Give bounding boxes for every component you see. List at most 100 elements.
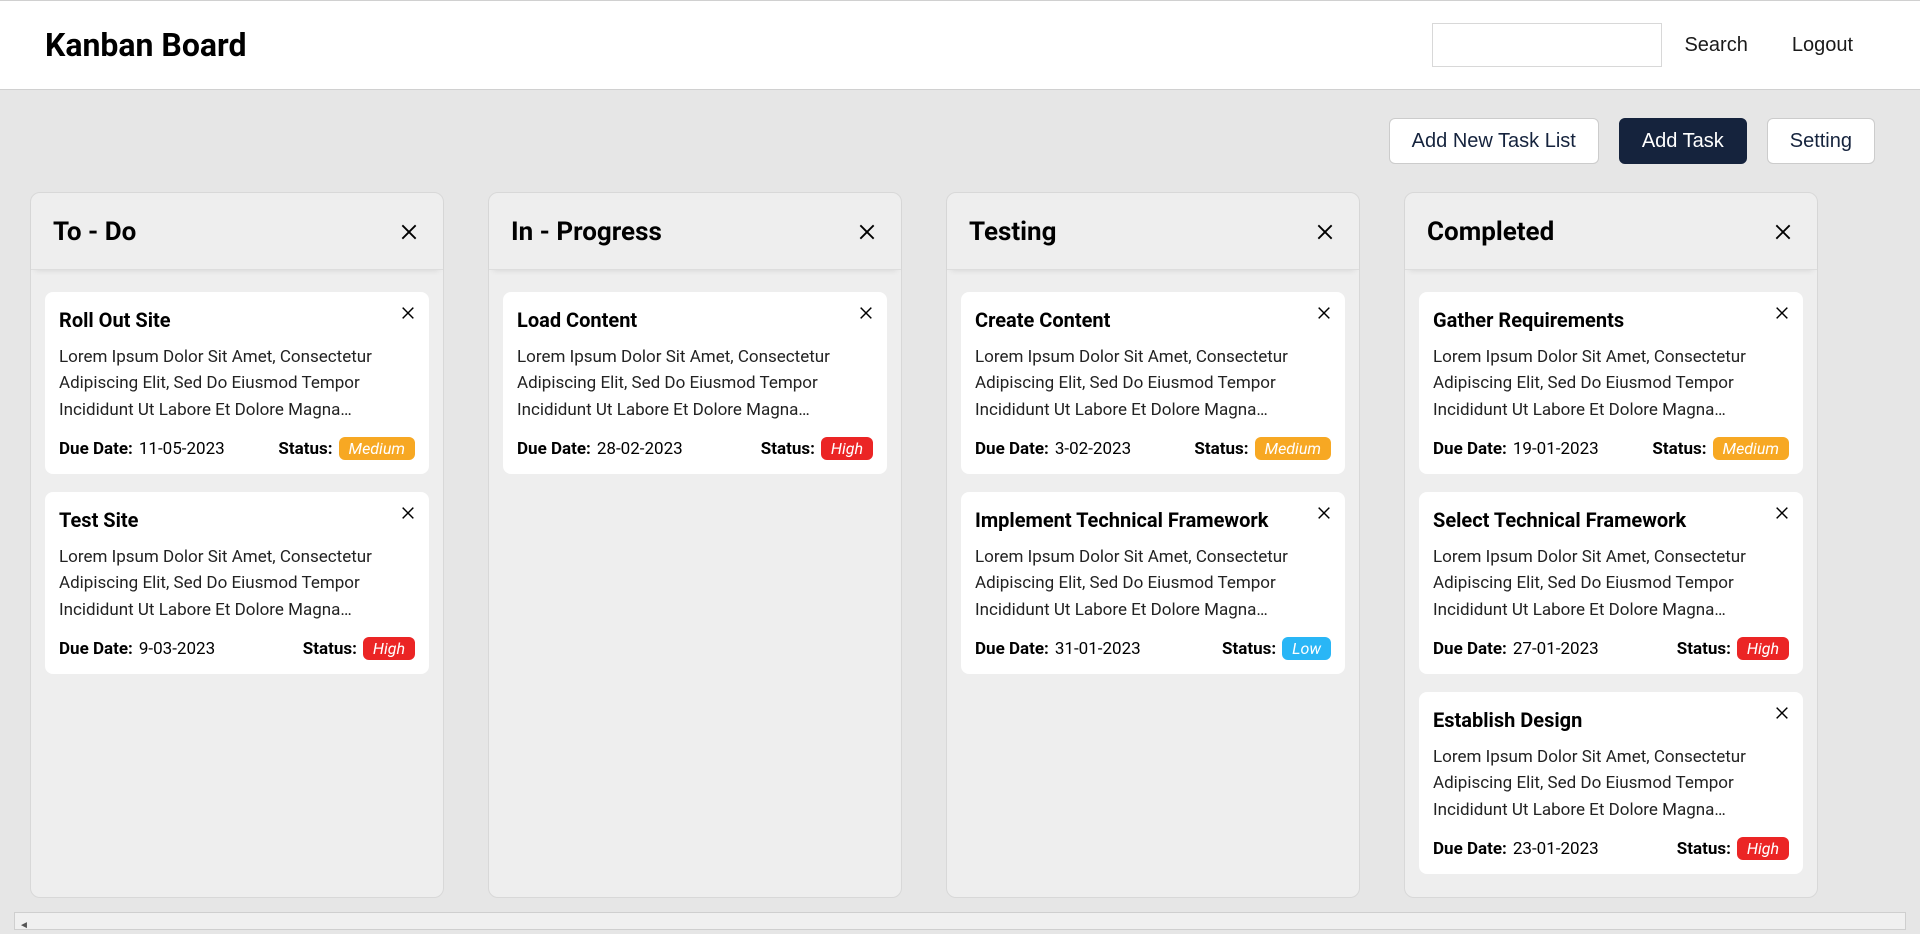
scroll-left-arrow-icon[interactable]: ◄ bbox=[15, 918, 33, 934]
status-label: Status: bbox=[1222, 639, 1276, 659]
status-badge: High bbox=[1737, 637, 1789, 660]
close-column-icon[interactable] bbox=[397, 220, 421, 244]
status-badge: Medium bbox=[1255, 437, 1331, 460]
due-date: Due Date: 9-03-2023 bbox=[59, 639, 215, 659]
search-button[interactable]: Search bbox=[1662, 23, 1769, 67]
due-date: Due Date: 23-01-2023 bbox=[1433, 839, 1599, 859]
status: Status: High bbox=[761, 437, 873, 460]
status-badge: High bbox=[363, 637, 415, 660]
due-date-value: 3-02-2023 bbox=[1055, 439, 1131, 459]
due-date-label: Due Date: bbox=[975, 639, 1049, 659]
card-title: Establish Design bbox=[1433, 708, 1789, 732]
due-date-value: 28-02-2023 bbox=[597, 439, 683, 459]
card-title: Gather Requirements bbox=[1433, 308, 1789, 332]
due-date-label: Due Date: bbox=[1433, 839, 1507, 859]
status-badge: Low bbox=[1282, 637, 1331, 660]
status-badge: High bbox=[821, 437, 873, 460]
close-card-icon[interactable] bbox=[1315, 504, 1333, 522]
due-date-label: Due Date: bbox=[975, 439, 1049, 459]
status-label: Status: bbox=[278, 439, 332, 459]
column-header: To - Do bbox=[31, 193, 443, 270]
card-footer: Due Date: 31-01-2023 Status: Low bbox=[975, 637, 1331, 660]
due-date-label: Due Date: bbox=[59, 439, 133, 459]
kanban-column: Completed Gather Requirements Lorem Ipsum … bbox=[1404, 192, 1818, 898]
search-input[interactable] bbox=[1432, 23, 1662, 67]
close-card-icon[interactable] bbox=[1315, 304, 1333, 322]
due-date-value: 11-05-2023 bbox=[139, 439, 225, 459]
task-card[interactable]: Create Content Lorem Ipsum Dolor Sit Amet… bbox=[961, 292, 1345, 474]
status-label: Status: bbox=[1677, 639, 1731, 659]
cards-container: Gather Requirements Lorem Ipsum Dolor Sit… bbox=[1405, 270, 1817, 896]
close-card-icon[interactable] bbox=[399, 304, 417, 322]
due-date-value: 9-03-2023 bbox=[139, 639, 215, 659]
card-description: Lorem Ipsum Dolor Sit Amet, Consectetur … bbox=[517, 344, 873, 423]
card-footer: Due Date: 19-01-2023 Status:Medium bbox=[1433, 437, 1789, 460]
card-footer: Due Date:27-01-2023Status:High bbox=[1433, 637, 1789, 660]
status-badge: Medium bbox=[1713, 437, 1789, 460]
column-header: Completed bbox=[1405, 193, 1817, 270]
card-description: Lorem Ipsum Dolor Sit Amet, Consectetur … bbox=[1433, 544, 1789, 623]
column-header: Testing bbox=[947, 193, 1359, 270]
task-card[interactable]: Roll Out SiteLorem Ipsum Dolor Sit Amet,… bbox=[45, 292, 429, 474]
task-card[interactable]: Load Content Lorem Ipsum Dolor Sit Amet, … bbox=[503, 292, 887, 474]
column-title: To - Do bbox=[53, 217, 136, 247]
card-title: Create Content bbox=[975, 308, 1331, 332]
column-title: Completed bbox=[1427, 217, 1554, 247]
card-title: Test Site bbox=[59, 508, 415, 532]
status-label: Status: bbox=[1677, 839, 1731, 859]
cards-container: Create Content Lorem Ipsum Dolor Sit Amet… bbox=[947, 270, 1359, 696]
logout-button[interactable]: Logout bbox=[1770, 23, 1875, 67]
kanban-column: To - Do Roll Out SiteLorem Ipsum Dolor Si… bbox=[30, 192, 444, 898]
header-actions: Search Logout bbox=[1432, 23, 1875, 67]
card-footer: Due Date: 3-02-2023 Status: Medium bbox=[975, 437, 1331, 460]
status-badge: Medium bbox=[339, 437, 415, 460]
task-card[interactable]: Implement Technical FrameworkLorem Ipsum… bbox=[961, 492, 1345, 674]
card-title: Roll Out Site bbox=[59, 308, 415, 332]
due-date-label: Due Date: bbox=[59, 639, 133, 659]
status: Status: Medium bbox=[278, 437, 415, 460]
card-description: Lorem Ipsum Dolor Sit Amet, Consectetur … bbox=[975, 344, 1331, 423]
close-column-icon[interactable] bbox=[1771, 220, 1795, 244]
add-new-task-list-button[interactable]: Add New Task List bbox=[1389, 118, 1599, 164]
setting-button[interactable]: Setting bbox=[1767, 118, 1875, 164]
card-footer: Due Date: 9-03-2023 Status:High bbox=[59, 637, 415, 660]
close-card-icon[interactable] bbox=[1773, 504, 1791, 522]
status-label: Status: bbox=[1194, 439, 1248, 459]
close-card-icon[interactable] bbox=[857, 304, 875, 322]
close-card-icon[interactable] bbox=[399, 504, 417, 522]
due-date-label: Due Date: bbox=[1433, 439, 1507, 459]
status: Status:Medium bbox=[1652, 437, 1789, 460]
card-title: Implement Technical Framework bbox=[975, 508, 1331, 532]
status-label: Status: bbox=[761, 439, 815, 459]
kanban-column: Testing Create Content Lorem Ipsum Dolor S… bbox=[946, 192, 1360, 898]
task-card[interactable]: Test SiteLorem Ipsum Dolor Sit Amet, Con… bbox=[45, 492, 429, 674]
app-header: Kanban Board Search Logout bbox=[0, 0, 1920, 90]
due-date-value: 19-01-2023 bbox=[1513, 439, 1599, 459]
card-title: Load Content bbox=[517, 308, 873, 332]
due-date: Due Date: 19-01-2023 bbox=[1433, 439, 1599, 459]
page-title: Kanban Board bbox=[45, 26, 246, 64]
column-title: Testing bbox=[969, 217, 1056, 247]
close-card-icon[interactable] bbox=[1773, 704, 1791, 722]
task-card[interactable]: Select Technical Framework Lorem Ipsum Do… bbox=[1419, 492, 1803, 674]
toolbar: Add New Task List Add Task Setting bbox=[0, 90, 1920, 192]
due-date-value: 31-01-2023 bbox=[1055, 639, 1141, 659]
task-card[interactable]: Establish DesignLorem Ipsum Dolor Sit Am… bbox=[1419, 692, 1803, 874]
card-title: Select Technical Framework bbox=[1433, 508, 1789, 532]
task-card[interactable]: Gather Requirements Lorem Ipsum Dolor Sit… bbox=[1419, 292, 1803, 474]
due-date-value: 23-01-2023 bbox=[1513, 839, 1599, 859]
due-date-label: Due Date: bbox=[1433, 639, 1507, 659]
kanban-column: In - ProgressLoad ContentLorem Ipsum Dol… bbox=[488, 192, 902, 898]
due-date: Due Date: 11-05-2023 bbox=[59, 439, 225, 459]
card-footer: Due Date: 11-05-2023 Status: Medium bbox=[59, 437, 415, 460]
close-card-icon[interactable] bbox=[1773, 304, 1791, 322]
due-date: Due Date: 3-02-2023 bbox=[975, 439, 1131, 459]
status: Status: High bbox=[1677, 837, 1789, 860]
close-column-icon[interactable] bbox=[855, 220, 879, 244]
add-task-button[interactable]: Add Task bbox=[1619, 118, 1747, 164]
status-badge: High bbox=[1737, 837, 1789, 860]
close-column-icon[interactable] bbox=[1313, 220, 1337, 244]
horizontal-scrollbar[interactable]: ◄ bbox=[14, 912, 1906, 930]
card-description: Lorem Ipsum Dolor Sit Amet, Consectetur … bbox=[1433, 344, 1789, 423]
status: Status:High bbox=[303, 637, 415, 660]
